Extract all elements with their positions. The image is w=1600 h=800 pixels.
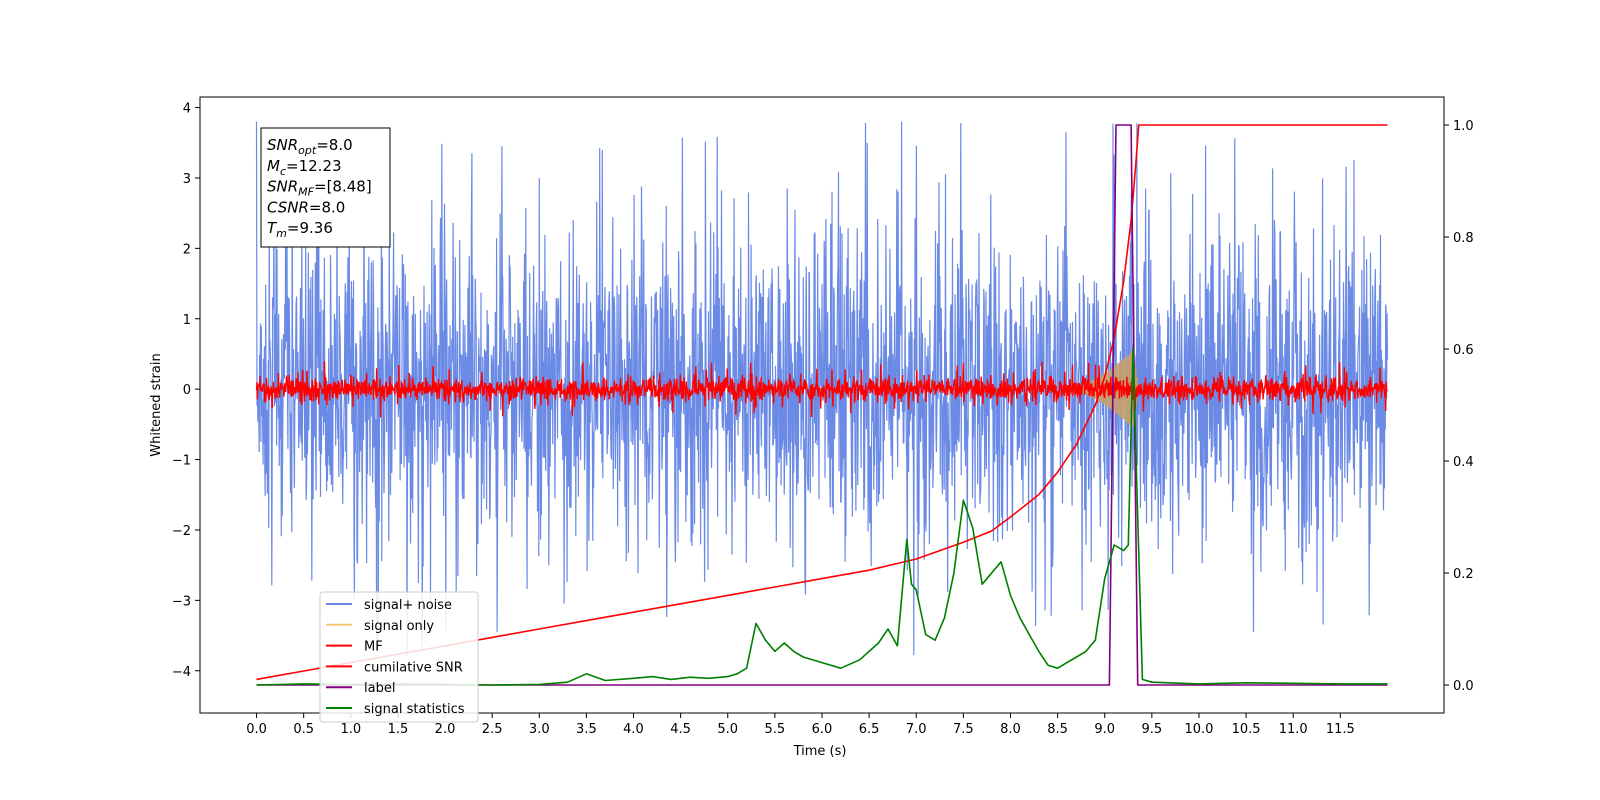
x-tick-label: 2.0	[435, 722, 456, 737]
legend-label-cumilative-snr: cumilative SNR	[364, 660, 463, 675]
x-tick-label: 9.0	[1094, 722, 1115, 737]
x-tick-label: 2.5	[482, 722, 503, 737]
x-axis-label: Time (s)	[793, 744, 847, 759]
y2-tick-label: 0.2	[1453, 567, 1474, 582]
series-signal-noise-line	[255, 121, 1389, 657]
x-tick-label: 7.5	[953, 722, 974, 737]
y2-tick-label: 0.8	[1453, 231, 1474, 246]
x-tick-label: 9.5	[1142, 722, 1163, 737]
x-tick-label: 3.5	[576, 722, 597, 737]
x-tick-label: 1.5	[388, 722, 409, 737]
series-label-line	[256, 124, 1388, 686]
x-tick-label: 10.5	[1232, 722, 1261, 737]
annotation-line: SNRopt=8.0	[267, 136, 353, 157]
x-axis: 0.0 0.5 1.0 1.5 2.0 2.5 3.0 3.5 4.0 4.5 5.0 5.5 6.0 6…	[246, 713, 1355, 737]
y2-tick-label: 0.6	[1453, 343, 1474, 358]
annotation-line: Tm=9.36	[267, 219, 333, 240]
y-tick-label: −3	[172, 594, 191, 609]
y-tick-label: 2	[183, 242, 191, 257]
y-tick-label: −2	[172, 524, 191, 539]
legend-label-mf: MF	[364, 640, 383, 655]
x-tick-label: 6.0	[812, 722, 833, 737]
legend-frame	[319, 591, 479, 723]
y-axis-label: Whitened strain	[149, 353, 164, 456]
y-tick-label: −4	[172, 665, 191, 680]
annotation-line: CSNR=8.0	[267, 198, 345, 216]
x-tick-label: 11.0	[1279, 722, 1308, 737]
annotation-line: SNRMF=[8.48]	[267, 178, 372, 199]
series-signal-statistics-line	[256, 348, 1388, 686]
legend-label-signal-only: signal only	[364, 619, 434, 634]
y-tick-label: 4	[183, 102, 191, 117]
y-tick-label: 3	[183, 172, 191, 187]
legend-label-label: label	[364, 681, 395, 696]
x-tick-label: 11.5	[1326, 722, 1355, 737]
y2-tick-label: 0.0	[1453, 679, 1474, 694]
x-tick-label: 0.0	[246, 722, 267, 737]
x-tick-label: 4.5	[670, 722, 691, 737]
legend: signal+ noise signal only MF cumilative SNR…	[319, 591, 479, 723]
y2-tick-label: 1.0	[1453, 119, 1474, 134]
x-tick-label: 5.5	[765, 722, 786, 737]
series-mf-line	[255, 361, 1388, 418]
x-tick-label: 6.5	[859, 722, 880, 737]
y-axis-left: 4 3 2 1 0 −1 −2 −3 −4	[172, 102, 200, 680]
x-tick-label: 1.0	[340, 722, 361, 737]
legend-label-signal-noise: signal+ noise	[364, 598, 452, 613]
y-tick-label: −1	[172, 454, 191, 469]
x-tick-label: 8.0	[1000, 722, 1021, 737]
y2-tick-label: 0.4	[1453, 455, 1474, 470]
x-tick-label: 8.5	[1047, 722, 1068, 737]
x-tick-label: 10.0	[1184, 722, 1213, 737]
y-tick-label: 1	[183, 313, 191, 328]
annotation-frame	[260, 127, 391, 248]
legend-label-signal-statistics: signal statistics	[364, 702, 465, 717]
y-axis-right: 1.0 0.8 0.6 0.4 0.2 0.0	[1444, 119, 1474, 694]
x-tick-label: 5.0	[717, 722, 738, 737]
x-tick-label: 0.5	[293, 722, 314, 737]
annotation-line: Mc=12.23	[267, 157, 342, 178]
x-tick-label: 7.0	[906, 722, 927, 737]
x-tick-label: 4.0	[623, 722, 644, 737]
y-tick-label: 0	[183, 383, 191, 398]
x-tick-label: 3.0	[529, 722, 550, 737]
